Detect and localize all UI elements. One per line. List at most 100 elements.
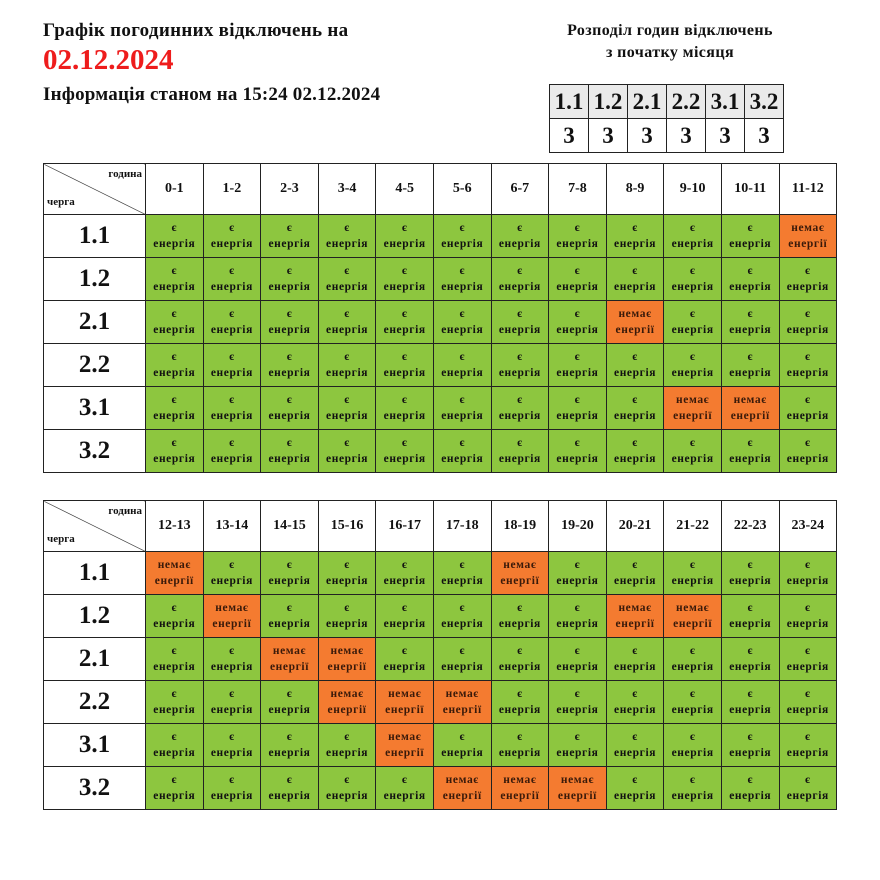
status-line2: енергія <box>210 661 253 673</box>
status-line2: енергія <box>153 410 196 422</box>
power-on-cell: є енергія <box>605 551 665 595</box>
status-line2: енергія <box>268 324 311 336</box>
status-line1: є <box>689 308 696 320</box>
summary-queue: 3.2 <box>744 84 784 119</box>
status-line1: є <box>171 437 178 449</box>
status-line1: є <box>689 265 696 277</box>
power-off-cell: немає енергії <box>663 594 722 638</box>
status-line1: немає <box>272 645 307 657</box>
status-line1: є <box>574 394 581 406</box>
status-line1: є <box>344 394 350 406</box>
schedule-table-12-24: година черга 12-13 13-14 14-15 15-16 16-17 17-1… <box>43 500 838 810</box>
status-line2: енергія <box>729 238 772 250</box>
status-line1: є <box>229 437 235 449</box>
status-line2: енергія <box>153 747 196 759</box>
power-on-cell: є енергія <box>317 214 377 258</box>
summary-hours: 3 <box>588 118 628 153</box>
power-on-cell: є енергія <box>548 429 607 473</box>
queue-label: 1.1 <box>43 214 146 258</box>
status-line1: є <box>401 265 408 277</box>
power-on-cell: є енергія <box>317 257 377 301</box>
status-line1: є <box>401 394 408 406</box>
power-on-cell: є енергія <box>663 551 722 595</box>
power-on-cell: є енергія <box>605 637 665 681</box>
status-line1: немає <box>157 559 191 571</box>
power-on-cell: є енергія <box>663 343 722 387</box>
header-row: година черга 12-13 13-14 14-15 15-16 16-17 17-1… <box>43 500 838 552</box>
status-line1: немає <box>791 222 825 234</box>
status-line2: енергія <box>268 747 311 759</box>
table-row: 2.1 є енергія є енергія немає енергії немає енер… <box>43 637 838 681</box>
status-line2: енергії <box>673 410 713 422</box>
status-line1: є <box>632 437 638 449</box>
status-line1: є <box>344 559 350 571</box>
status-line1: є <box>517 351 523 363</box>
power-on-cell: є енергія <box>663 680 722 724</box>
status-line1: є <box>632 559 638 571</box>
status-line2: енергія <box>268 575 311 587</box>
hour-header: 19-20 <box>548 500 607 552</box>
power-on-cell: є енергія <box>145 766 204 810</box>
info-timestamp: Інформація станом на 15:24 02.12.2024 <box>43 84 381 105</box>
status-line2: енергія <box>786 281 829 293</box>
status-line2: енергія <box>671 281 714 293</box>
status-line1: є <box>286 559 293 571</box>
hour-header: 9-10 <box>663 163 722 215</box>
table-row: 3.1 є енергія є енергія є енергія є енергія немає… <box>43 723 838 767</box>
status-line1: є <box>574 265 581 277</box>
status-line2: енергія <box>556 281 599 293</box>
hour-header: 13-14 <box>202 500 262 552</box>
status-line2: енергії <box>154 575 194 587</box>
status-line2: енергії <box>442 704 482 716</box>
status-line1: є <box>229 351 235 363</box>
status-line2: енергія <box>383 790 426 802</box>
status-line2: енергія <box>729 618 772 630</box>
status-line2: енергія <box>498 618 541 630</box>
summary-queue: 2.1 <box>627 84 667 119</box>
status-line2: енергія <box>614 281 657 293</box>
status-line2: енергії <box>385 704 425 716</box>
status-line1: є <box>689 688 696 700</box>
status-line1: є <box>229 645 235 657</box>
status-line1: є <box>229 559 235 571</box>
hour-header: 15-16 <box>317 500 377 552</box>
status-line1: є <box>171 731 178 743</box>
status-line1: немає <box>676 602 710 614</box>
status-line2: енергія <box>326 324 369 336</box>
status-line1: є <box>574 559 581 571</box>
hour-header: 4-5 <box>375 163 434 215</box>
status-line2: енергія <box>556 618 599 630</box>
status-line1: немає <box>388 731 422 743</box>
power-on-cell: є енергія <box>778 637 838 681</box>
status-line1: є <box>517 645 523 657</box>
status-line1: є <box>747 774 754 786</box>
queue-label: 2.1 <box>43 637 146 681</box>
status-line2: енергія <box>498 367 541 379</box>
hour-header: 5-6 <box>432 163 492 215</box>
status-line2: енергія <box>441 747 484 759</box>
status-line1: є <box>632 645 638 657</box>
power-on-cell: є енергія <box>432 386 492 430</box>
status-line1: є <box>689 774 696 786</box>
status-line1: є <box>344 731 350 743</box>
status-line2: енергія <box>210 790 253 802</box>
status-line2: енергії <box>730 410 770 422</box>
status-line2: енергія <box>614 238 657 250</box>
status-line2: енергії <box>500 575 540 587</box>
power-on-cell: є енергія <box>432 637 492 681</box>
status-line2: енергії <box>385 747 425 759</box>
hour-header: 23-24 <box>778 500 838 552</box>
power-on-cell: є енергія <box>202 637 262 681</box>
power-on-cell: є енергія <box>260 343 319 387</box>
status-line1: є <box>632 351 638 363</box>
power-off-cell: немає енергії <box>720 386 780 430</box>
status-line1: є <box>459 222 466 234</box>
power-on-cell: є енергія <box>432 343 492 387</box>
status-line1: є <box>689 437 696 449</box>
status-line2: енергія <box>441 281 484 293</box>
power-on-cell: є енергія <box>432 594 492 638</box>
power-off-cell: немає енергії <box>375 680 434 724</box>
status-line1: є <box>229 731 235 743</box>
summary-title: Розподіл годин відключень з початку міся… <box>540 20 800 64</box>
power-on-cell: є енергія <box>145 680 204 724</box>
